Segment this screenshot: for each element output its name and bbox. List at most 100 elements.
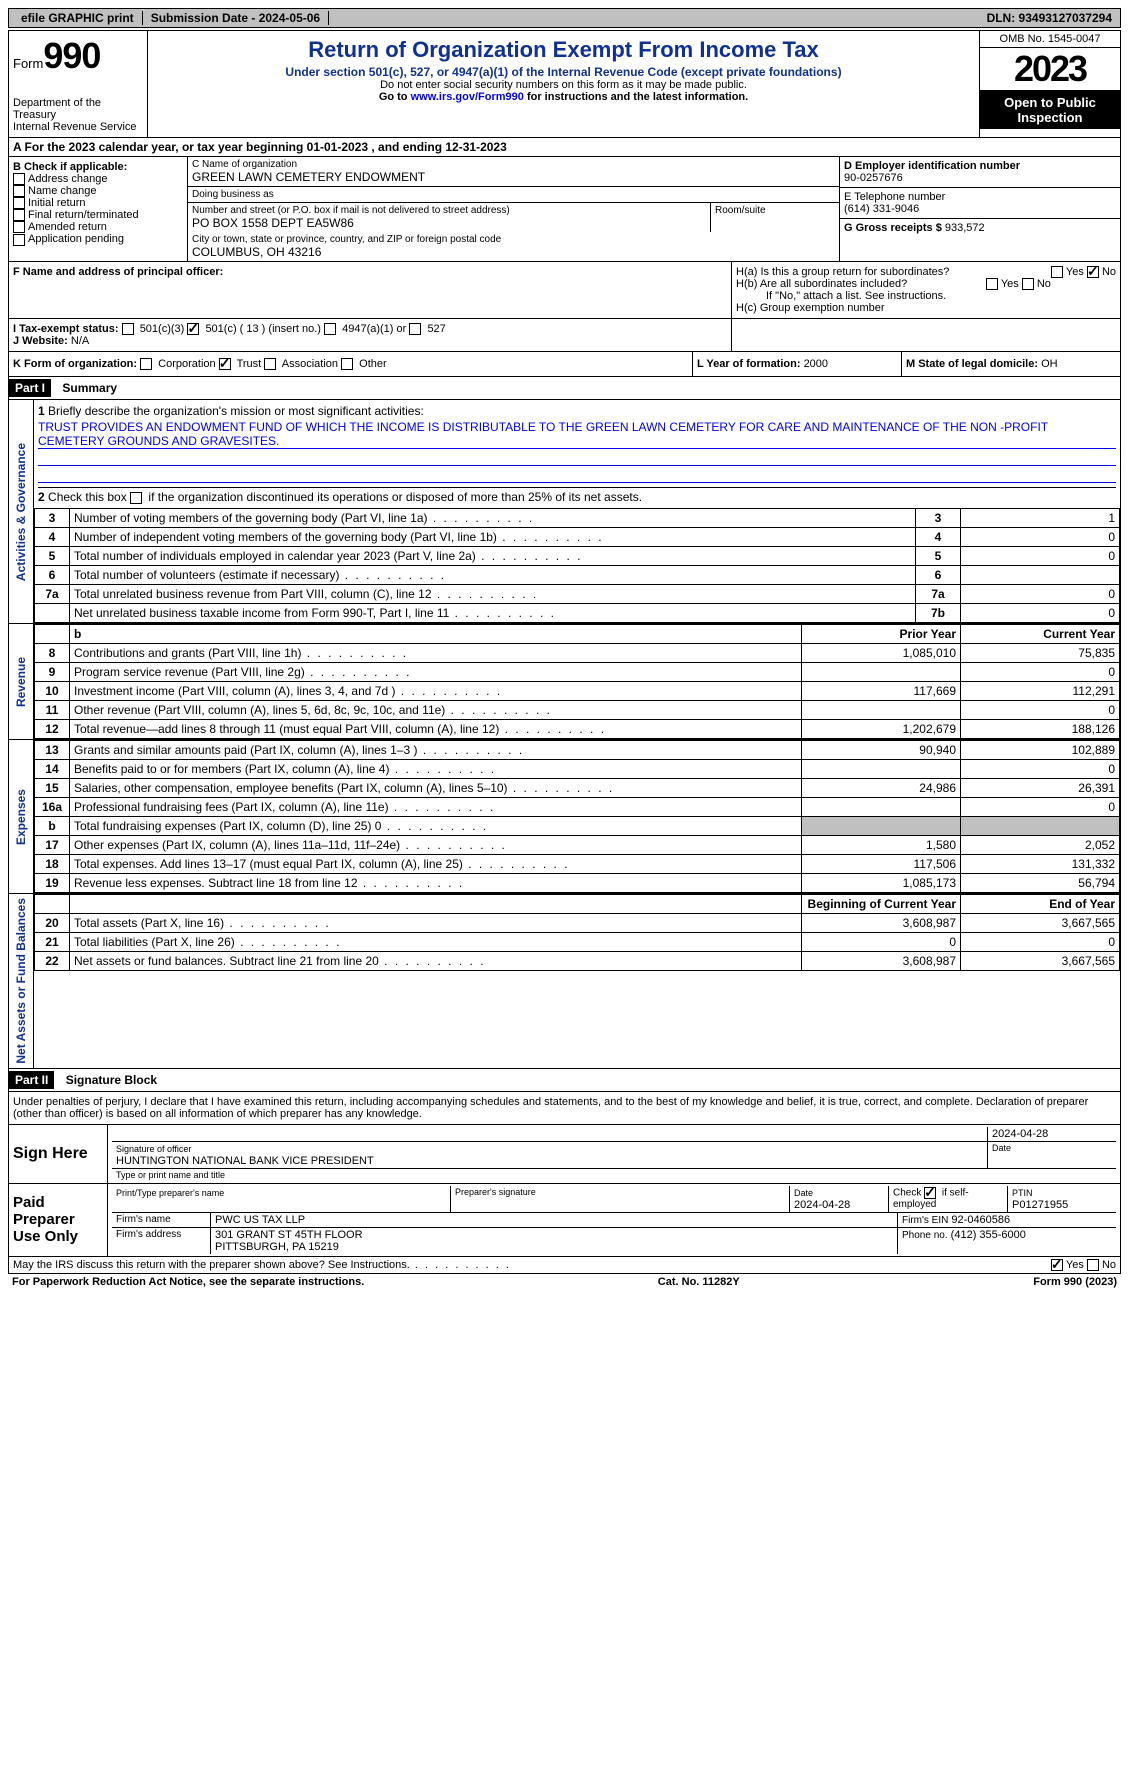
l-label: L Year of formation: — [697, 358, 804, 370]
mission: TRUST PROVIDES AN ENDOWMENT FUND OF WHIC… — [38, 420, 1116, 449]
part2-hdr: Part II — [9, 1071, 54, 1089]
officer-name: HUNTINGTON NATIONAL BANK VICE PRESIDENT — [116, 1155, 374, 1167]
hb-yes[interactable] — [986, 278, 998, 290]
chk-501c[interactable] — [187, 323, 199, 335]
phone-label: E Telephone number — [844, 191, 945, 203]
website: N/A — [71, 335, 89, 347]
table-row: 11Other revenue (Part VIII, column (A), … — [35, 701, 1120, 720]
table-row: 6Total number of volunteers (estimate if… — [35, 566, 1120, 585]
city-label: City or town, state or province, country… — [192, 234, 835, 245]
chk-amended[interactable] — [13, 221, 25, 233]
part2-title: Signature Block — [58, 1073, 157, 1087]
table-row: 16aProfessional fundraising fees (Part I… — [35, 798, 1120, 817]
org-name: GREEN LAWN CEMETERY ENDOWMENT — [192, 170, 425, 184]
table-row: 20Total assets (Part X, line 16)3,608,98… — [35, 914, 1120, 933]
open-public: Open to Public Inspection — [980, 91, 1120, 129]
row-k-l-m: K Form of organization: Corporation Trus… — [8, 352, 1121, 377]
table-row: 18Total expenses. Add lines 13–17 (must … — [35, 855, 1120, 874]
city: COLUMBUS, OH 43216 — [192, 245, 321, 259]
chk-corp[interactable] — [140, 358, 152, 370]
table-row: Net unrelated business taxable income fr… — [35, 604, 1120, 623]
table-row: 17Other expenses (Part IX, column (A), l… — [35, 836, 1120, 855]
discuss-label: May the IRS discuss this return with the… — [13, 1259, 511, 1271]
ha-yes[interactable] — [1051, 266, 1063, 278]
chk-initial-return[interactable] — [13, 197, 25, 209]
table-row: 14Benefits paid to or for members (Part … — [35, 760, 1120, 779]
chk-527[interactable] — [409, 323, 421, 335]
col-d-ein: D Employer identification number 90-0257… — [839, 157, 1120, 261]
table-row: 22Net assets or fund balances. Subtract … — [35, 952, 1120, 971]
goto-pre: Go to — [379, 91, 411, 103]
omb-number: OMB No. 1545-0047 — [980, 31, 1120, 48]
side-net: Net Assets or Fund Balances — [12, 894, 30, 1068]
entity-block: B Check if applicable: Address change Na… — [8, 157, 1121, 262]
table-row: 12Total revenue—add lines 8 through 11 (… — [35, 720, 1120, 739]
hc-label: H(c) Group exemption number — [736, 302, 1116, 314]
ssn-note: Do not enter social security numbers on … — [152, 79, 975, 91]
l2-label: Check this box — [48, 490, 130, 504]
chk-4947[interactable] — [324, 323, 336, 335]
hb-note: If "No," attach a list. See instructions… — [736, 290, 1116, 302]
form-subtitle: Under section 501(c), 527, or 4947(a)(1)… — [152, 65, 975, 79]
dept-treasury: Department of the Treasury Internal Reve… — [13, 97, 143, 133]
ha-no[interactable] — [1087, 266, 1099, 278]
chk-app-pending[interactable] — [13, 234, 25, 246]
ha-label: H(a) Is this a group return for subordin… — [736, 266, 949, 278]
chk-final-return[interactable] — [13, 209, 25, 221]
row-i-j: I Tax-exempt status: 501(c)(3) 501(c) ( … — [8, 319, 1121, 352]
part2-header-row: Part II Signature Block — [8, 1069, 1121, 1092]
signature-block: Under penalties of perjury, I declare th… — [8, 1092, 1121, 1257]
chk-other[interactable] — [341, 358, 353, 370]
irs-link[interactable]: www.irs.gov/Form990 — [411, 91, 524, 103]
pra-notice: For Paperwork Reduction Act Notice, see … — [12, 1276, 364, 1288]
firm-address: 301 GRANT ST 45TH FLOOR PITTSBURGH, PA 1… — [211, 1228, 898, 1254]
col-b-label: B Check if applicable: — [13, 161, 183, 173]
exp-table: 13Grants and similar amounts paid (Part … — [34, 740, 1120, 893]
chk-name-change[interactable] — [13, 185, 25, 197]
table-row: 7aTotal unrelated business revenue from … — [35, 585, 1120, 604]
ein-label: D Employer identification number — [844, 160, 1020, 172]
chk-discontinued[interactable] — [130, 492, 142, 504]
chk-address-change[interactable] — [13, 173, 25, 185]
dln: DLN: 93493127037294 — [987, 11, 1116, 25]
efile-label: efile GRAPHIC print — [13, 11, 143, 25]
j-label: J Website: — [13, 335, 68, 347]
hb-no[interactable] — [1022, 278, 1034, 290]
table-row: 4Number of independent voting members of… — [35, 528, 1120, 547]
part1-title: Summary — [54, 381, 117, 395]
discuss-row: May the IRS discuss this return with the… — [8, 1257, 1121, 1274]
discuss-yes[interactable] — [1051, 1259, 1063, 1271]
col-b-checkboxes: B Check if applicable: Address change Na… — [9, 157, 188, 261]
discuss-no[interactable] — [1087, 1259, 1099, 1271]
col-c-org-info: C Name of organization GREEN LAWN CEMETE… — [188, 157, 839, 261]
perjury-decl: Under penalties of perjury, I declare th… — [9, 1092, 1120, 1124]
section-revenue: Revenue bPrior YearCurrent Year 8Contrib… — [8, 624, 1121, 740]
chk-trust[interactable] — [219, 358, 231, 370]
form-title: Return of Organization Exempt From Incom… — [152, 37, 975, 63]
table-row: 15Salaries, other compensation, employee… — [35, 779, 1120, 798]
table-row: 19Revenue less expenses. Subtract line 1… — [35, 874, 1120, 893]
sig-date: 2024-04-28 — [988, 1127, 1116, 1141]
chk-501c3[interactable] — [122, 323, 134, 335]
f-label: F Name and address of principal officer: — [13, 266, 223, 278]
tax-year: 2023 — [980, 48, 1120, 91]
chk-self-employed[interactable] — [924, 1187, 936, 1199]
k-label: K Form of organization: — [13, 358, 137, 370]
cat-no: Cat. No. 11282Y — [658, 1276, 740, 1288]
rev-table: bPrior YearCurrent Year 8Contributions a… — [34, 624, 1120, 739]
row-f-h: F Name and address of principal officer:… — [8, 262, 1121, 319]
table-row: 13Grants and similar amounts paid (Part … — [35, 741, 1120, 760]
ein: 90-0257676 — [844, 172, 903, 184]
table-row: 5Total number of individuals employed in… — [35, 547, 1120, 566]
year-formation: 2000 — [804, 358, 828, 370]
paid-preparer-label: Paid Preparer Use Only — [9, 1184, 108, 1256]
phone: (614) 331-9046 — [844, 203, 919, 215]
i-label: I Tax-exempt status: — [13, 323, 119, 335]
submission-date: Submission Date - 2024-05-06 — [143, 11, 329, 25]
addr-label: Number and street (or P.O. box if mail i… — [192, 205, 706, 216]
top-bar: efile GRAPHIC print Submission Date - 20… — [8, 8, 1121, 28]
domicile: OH — [1041, 358, 1058, 370]
chk-assoc[interactable] — [264, 358, 276, 370]
side-exp: Expenses — [12, 785, 30, 849]
table-row: 9Program service revenue (Part VIII, lin… — [35, 663, 1120, 682]
